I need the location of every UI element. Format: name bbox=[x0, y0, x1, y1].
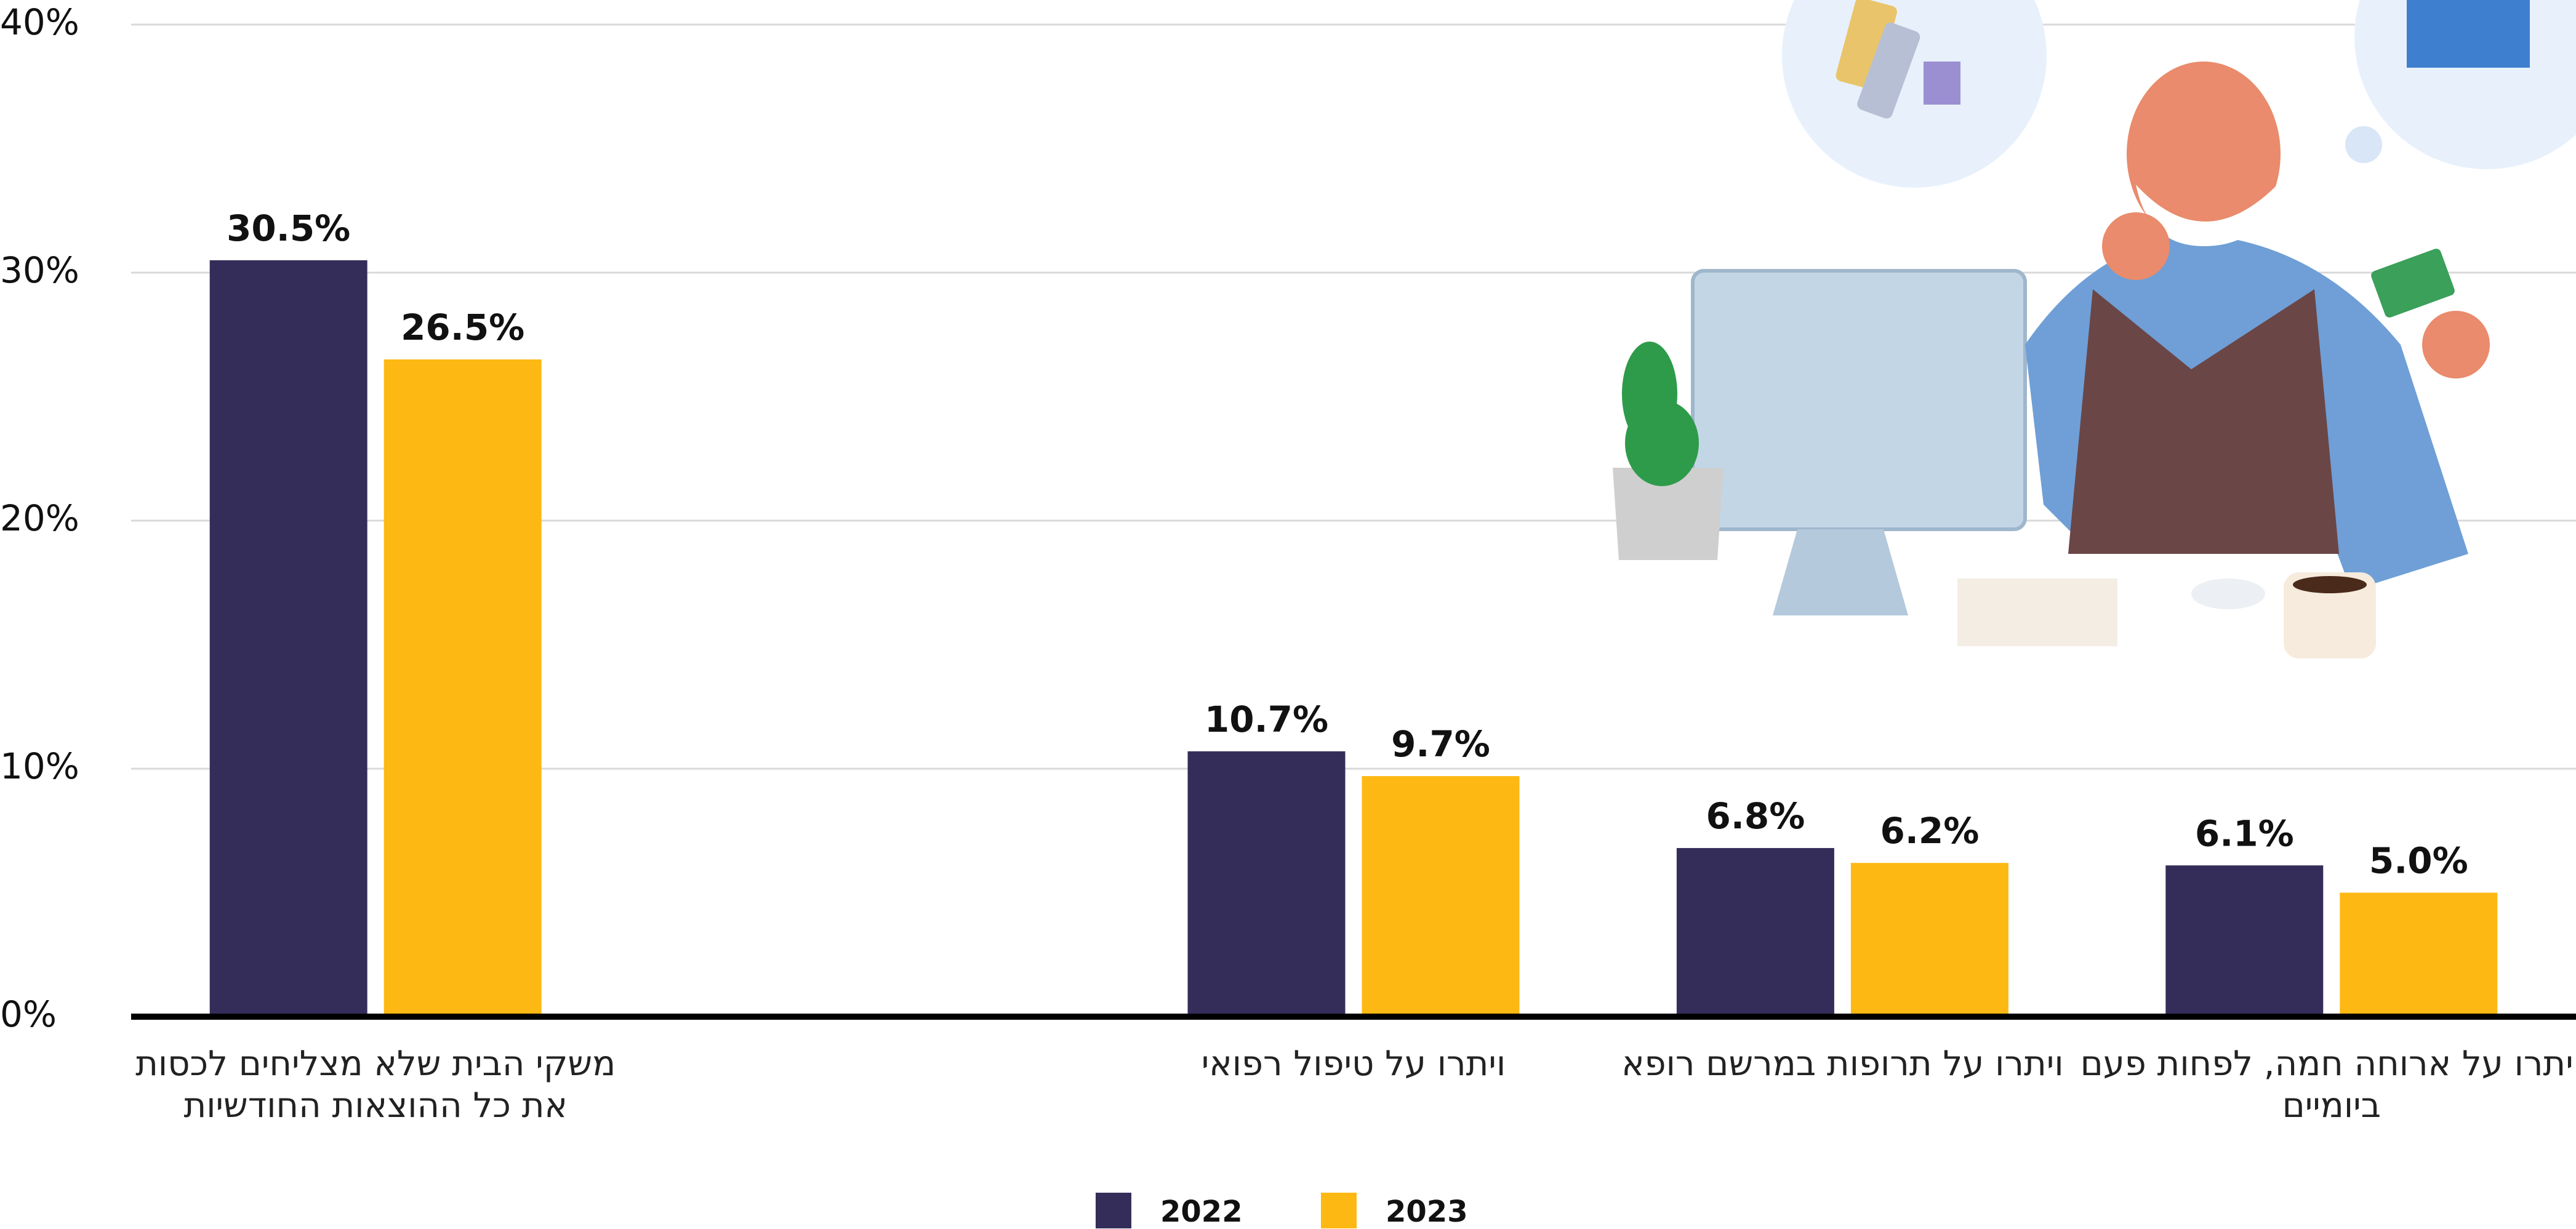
value-label: 26.5% bbox=[401, 306, 524, 348]
bar bbox=[209, 260, 367, 1017]
value-label: 6.2% bbox=[1880, 810, 1979, 852]
beard bbox=[2136, 185, 2277, 246]
x-tick-label: משקי הבית שלא מצליחים לכסות את כל ההוצאו… bbox=[135, 1044, 616, 1126]
coffee bbox=[2293, 576, 2367, 593]
value-label: 10.7% bbox=[1205, 699, 1328, 740]
legend: 2022 2023 bbox=[1096, 1193, 1468, 1229]
bar bbox=[2340, 892, 2498, 1017]
value-label: 6.1% bbox=[2195, 812, 2294, 854]
bar bbox=[1362, 776, 1520, 1017]
bar bbox=[383, 359, 542, 1017]
house bbox=[2407, 0, 2530, 68]
legend-label: 2022 bbox=[1160, 1195, 1243, 1229]
bar bbox=[1187, 751, 1346, 1017]
legend-label: 2023 bbox=[1386, 1195, 1468, 1229]
value-label: 5.0% bbox=[2369, 840, 2468, 882]
monitor-stand bbox=[1773, 529, 1908, 615]
y-tick-label: 0% bbox=[0, 993, 57, 1035]
value-label: 30.5% bbox=[227, 207, 350, 249]
y-tick-label: 20% bbox=[0, 497, 79, 539]
bubble-dot bbox=[2345, 126, 2382, 163]
bar bbox=[1676, 847, 1834, 1017]
pot bbox=[1613, 468, 1723, 560]
pill-strip bbox=[1857, 22, 1920, 119]
monitor bbox=[1691, 269, 2027, 531]
legend-swatch bbox=[1321, 1193, 1357, 1228]
vest bbox=[2068, 289, 2339, 554]
head bbox=[2127, 62, 2281, 246]
pill-pack bbox=[1924, 62, 1960, 105]
papers bbox=[1957, 578, 2117, 646]
x-tick-label: ויתרו על ארוחה חמה, לפחות פעם ביומיים bbox=[2080, 1044, 2576, 1126]
legend-swatch bbox=[1096, 1193, 1131, 1228]
value-label: 9.7% bbox=[1391, 723, 1490, 765]
x-tick-label: ויתרו על תרופות במרשם רופא bbox=[1621, 1044, 2064, 1084]
thought-bubble bbox=[1782, 0, 2047, 188]
credit-card bbox=[2371, 249, 2455, 318]
hand bbox=[2102, 212, 2170, 280]
mouse bbox=[2191, 578, 2265, 609]
y-tick-label: 10% bbox=[0, 745, 79, 787]
y-tick-label: 40% bbox=[0, 1, 79, 43]
cactus bbox=[1625, 400, 1699, 486]
illustration bbox=[1613, 0, 2576, 659]
bars: 30.5% 26.5% 10.7% 9.7% 6.8% 6.2% 6.1% 5.0% bbox=[131, 207, 2576, 1020]
coffee-cup bbox=[2284, 572, 2376, 659]
value-label: 6.8% bbox=[1706, 795, 1805, 837]
hand bbox=[2422, 311, 2490, 378]
bar bbox=[2165, 865, 2324, 1017]
bar bbox=[1850, 863, 2008, 1017]
x-tick-label: ויתרו על טיפול רפואי bbox=[1201, 1044, 1506, 1084]
y-tick-label: 30% bbox=[0, 249, 79, 291]
